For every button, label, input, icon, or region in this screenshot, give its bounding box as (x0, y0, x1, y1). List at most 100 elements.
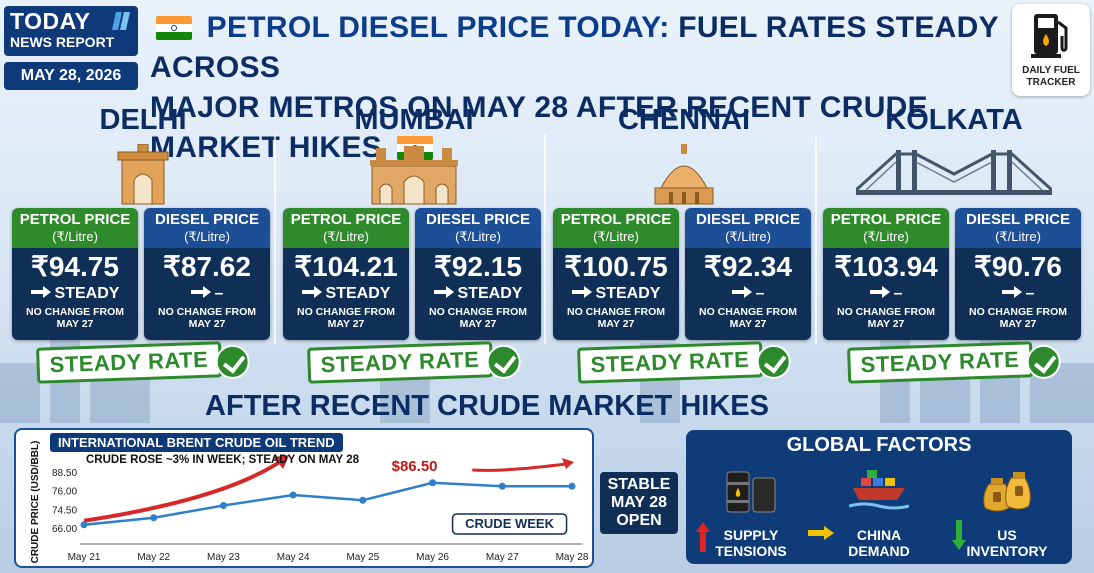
check-icon (214, 344, 250, 380)
petrol-price-card: PETROL PRICE (₹/Litre) ₹94.75 STEADY NO C… (12, 208, 138, 340)
x-tick-label: May 25 (346, 552, 379, 563)
y-tick-label: 66.00 (52, 524, 77, 535)
oil-barrels-icon (726, 471, 776, 513)
temple-icon (654, 144, 714, 205)
check-icon (485, 344, 521, 380)
city-name: KOLKATA (885, 104, 1023, 136)
steady-rate-stamp: STEADY RATE (36, 340, 250, 385)
data-point (568, 482, 576, 490)
stable-note: STABLE MAY 28 OPEN (600, 472, 678, 534)
city-panel-kolkata: KOLKATA PETROL PRICE (₹/Litre) ₹103.94 – … (823, 104, 1085, 394)
arrow-up-icon (696, 522, 710, 552)
status-text: STEADY (325, 285, 391, 302)
card-unit: (₹/Litre) (455, 229, 501, 244)
stamp-text: STEADY RATE (307, 341, 493, 384)
data-point (359, 496, 367, 504)
card-head: DIESEL PRICE (155, 211, 259, 228)
india-flag-icon (156, 16, 192, 40)
tracker-line1: DAILY FUEL (1022, 65, 1080, 76)
x-tick-label: May 21 (68, 552, 101, 563)
note-line1: NO CHANGE FROM (297, 306, 395, 318)
arrow-right-icon (1001, 286, 1022, 298)
diesel-price: ₹92.15 (434, 251, 522, 282)
stamp-text: STEADY RATE (36, 341, 222, 384)
y-tick-label: 88.50 (52, 468, 77, 479)
trend-arrow (83, 459, 283, 523)
fuel-pump-icon (1031, 14, 1068, 58)
diesel-price-card: DIESEL PRICE (₹/Litre) ₹92.15 STEADY NO C… (415, 208, 541, 340)
arrow-right-icon (190, 286, 211, 298)
x-tick-label: May 22 (137, 552, 170, 563)
note-line2: MAY 27 (56, 318, 94, 330)
arrow-right-icon (30, 286, 51, 298)
city-divider (274, 134, 276, 344)
card-head: DIESEL PRICE (696, 211, 800, 228)
city-panel-chennai: CHENNAI PETROL PRICE (₹/Litre) ₹100.75 ST… (553, 104, 815, 394)
trend-arrow-head (562, 458, 574, 469)
note-line2: MAY 27 (188, 318, 226, 330)
card-head: DIESEL PRICE (966, 211, 1070, 228)
steady-rate-stamp: STEADY RATE (847, 340, 1061, 385)
section-title: AFTER RECENT CRUDE MARKET HIKES (205, 390, 769, 422)
money-bags-icon (983, 472, 1031, 512)
trend-arrow (472, 462, 567, 472)
note-line2: MAY 27 (867, 318, 905, 330)
arrow-right-icon (731, 286, 752, 298)
diesel-price: ₹90.76 (974, 251, 1062, 282)
note-line1: NO CHANGE FROM (158, 306, 256, 318)
arrow-right-icon (808, 526, 834, 540)
annotation-box (451, 513, 568, 535)
card-head: DIESEL PRICE (426, 211, 530, 228)
fuel-tracker-badge: DAILY FUEL TRACKER (1012, 4, 1090, 96)
stamp-text: STEADY RATE (847, 341, 1033, 384)
city-divider (815, 134, 817, 344)
chart-subtitle: CRUDE ROSE ~3% IN WEEK; STEADY ON MAY 28 (86, 454, 359, 466)
card-head: PETROL PRICE (290, 211, 402, 228)
y-tick-label: 74.50 (52, 505, 77, 516)
petrol-price-card: PETROL PRICE (₹/Litre) ₹104.21 STEADY NO … (283, 208, 409, 340)
note-line1: NO CHANGE FROM (837, 306, 935, 318)
status-text: – (893, 285, 903, 302)
headline: PETROL DIESEL PRICE TODAY: FUEL RATES ST… (150, 8, 1020, 168)
city-name: DELHI (99, 104, 187, 136)
date-badge: MAY 28, 2026 (4, 62, 138, 90)
arrow-right-icon (433, 286, 454, 298)
city-name: CHENNAI (617, 104, 751, 136)
x-tick-label: May 23 (207, 552, 240, 563)
status-text: STEADY (595, 285, 661, 302)
check-icon (755, 344, 791, 380)
data-point (80, 521, 88, 529)
note-line2: MAY 27 (459, 318, 497, 330)
peak-label: $86.50 (392, 458, 438, 475)
diesel-price-card: DIESEL PRICE (₹/Litre) ₹87.62 – NO CHANGE… (144, 208, 270, 340)
card-head: PETROL PRICE (19, 211, 131, 228)
card-unit: (₹/Litre) (593, 229, 639, 244)
brand-line2: NEWS REPORT (10, 34, 115, 50)
x-tick-label: May 27 (486, 552, 519, 563)
arrow-right-icon (571, 286, 592, 298)
check-icon (1025, 344, 1061, 380)
brand-logo: TODAY NEWS REPORT (4, 6, 138, 56)
data-point (150, 514, 158, 522)
card-head: PETROL PRICE (830, 211, 942, 228)
note-line2: MAY 27 (327, 318, 365, 330)
factor-china: CHINA DEMAND (808, 464, 940, 559)
note-line2: MAY 27 (597, 318, 635, 330)
y-axis-label: CRUDE PRICE (USD/BBL) (30, 441, 41, 564)
data-point (498, 482, 506, 490)
headline-rest: FUEL RATES STEADY ACROSS (150, 11, 999, 84)
gateway-of-india-icon (370, 146, 458, 205)
card-head: PETROL PRICE (560, 211, 672, 228)
series-line (83, 481, 572, 526)
note-line2: MAY 27 (999, 318, 1037, 330)
x-tick-label: May 26 (416, 552, 449, 563)
petrol-price: ₹104.21 (294, 251, 398, 282)
arrow-down-icon (952, 520, 966, 550)
crude-line-chart: CRUDE PRICE (USD/BBL) 88.50 76.00 74.50 66.0… (30, 441, 589, 564)
stable-line2: MAY 28 (610, 494, 668, 511)
status-text: STEADY (457, 285, 523, 302)
factor-line1: SUPPLY (723, 527, 779, 543)
note-line2: MAY 27 (729, 318, 767, 330)
data-point (289, 491, 297, 499)
factor-us: US INVENTORY (946, 464, 1068, 559)
